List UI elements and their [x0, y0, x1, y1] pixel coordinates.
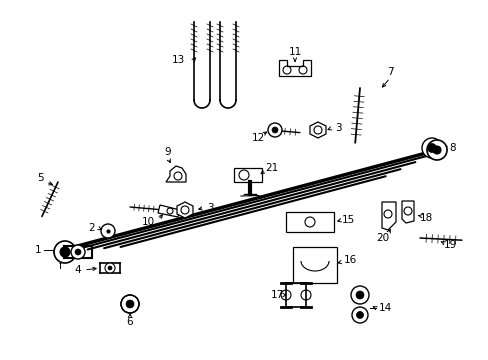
Circle shape — [108, 266, 112, 270]
Bar — [285, 212, 333, 232]
Circle shape — [54, 241, 76, 263]
Text: 9: 9 — [164, 147, 171, 157]
Text: 1: 1 — [35, 245, 41, 255]
Text: 3: 3 — [334, 123, 341, 133]
Circle shape — [427, 144, 436, 153]
Polygon shape — [158, 205, 180, 217]
Circle shape — [432, 146, 440, 154]
Circle shape — [356, 311, 363, 319]
Text: 8: 8 — [449, 143, 455, 153]
Polygon shape — [279, 60, 310, 76]
Text: 2: 2 — [88, 223, 95, 233]
Text: 10: 10 — [141, 217, 154, 227]
Circle shape — [350, 286, 368, 304]
Text: 13: 13 — [171, 55, 184, 65]
Circle shape — [267, 123, 282, 137]
Text: 14: 14 — [378, 303, 391, 313]
Text: 7: 7 — [386, 67, 392, 77]
Circle shape — [121, 295, 139, 313]
Text: 6: 6 — [126, 317, 133, 327]
Polygon shape — [165, 166, 185, 182]
Polygon shape — [381, 202, 395, 230]
Circle shape — [271, 127, 278, 133]
Text: 5: 5 — [37, 173, 43, 183]
Text: 11: 11 — [288, 47, 301, 57]
Text: 15: 15 — [341, 215, 354, 225]
Text: 19: 19 — [443, 240, 456, 250]
Circle shape — [421, 138, 441, 158]
Text: 20: 20 — [376, 233, 389, 243]
Text: 12: 12 — [251, 133, 264, 143]
Text: 4: 4 — [75, 265, 81, 275]
Circle shape — [101, 224, 115, 238]
Circle shape — [426, 140, 446, 160]
Polygon shape — [401, 201, 413, 223]
Circle shape — [351, 307, 367, 323]
Text: 21: 21 — [265, 163, 278, 173]
Circle shape — [105, 263, 115, 273]
Circle shape — [60, 247, 70, 257]
Polygon shape — [234, 168, 262, 182]
Text: 17: 17 — [270, 290, 283, 300]
Circle shape — [355, 291, 363, 299]
Text: 16: 16 — [343, 255, 356, 265]
Polygon shape — [309, 122, 325, 138]
Polygon shape — [177, 202, 193, 218]
Text: 3: 3 — [206, 203, 213, 213]
Circle shape — [71, 245, 85, 259]
Bar — [292, 247, 336, 283]
Circle shape — [126, 300, 134, 308]
Text: 18: 18 — [419, 213, 432, 223]
Circle shape — [75, 249, 81, 255]
